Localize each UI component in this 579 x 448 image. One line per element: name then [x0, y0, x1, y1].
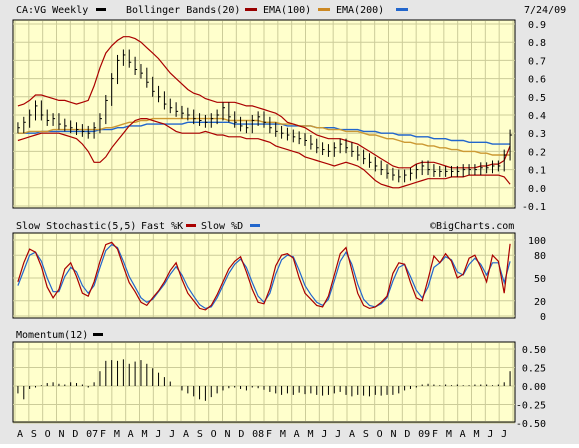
momentum-y-axis: 0.50 0.25 0.00 -0.25 -0.50: [516, 345, 546, 430]
stochastic-title: Slow Stochastic(5,5): [16, 221, 136, 232]
y-tick-label: 0.00: [522, 382, 546, 393]
x-tick-label: F: [432, 429, 438, 440]
x-tick-label: 07: [86, 429, 98, 440]
x-tick-label: A: [17, 429, 23, 440]
x-tick-label: J: [169, 429, 175, 440]
x-tick-label: D: [72, 429, 78, 440]
momentum-title: Momentum(12): [16, 330, 88, 341]
x-tick-label: D: [238, 429, 244, 440]
y-tick-label: -0.1: [522, 202, 546, 213]
y-tick-label: 80: [534, 251, 546, 262]
x-tick-label: S: [363, 429, 369, 440]
y-tick-label: -0.50: [516, 419, 546, 430]
x-tick-label: J: [335, 429, 341, 440]
y-tick-label: 0.25: [522, 364, 546, 375]
y-tick-label: 0.9: [528, 20, 546, 31]
x-tick-label: N: [391, 429, 397, 440]
x-tick-label: A: [183, 429, 189, 440]
legend-swatch-slow-d: [250, 224, 260, 227]
chart-date: 7/24/09: [524, 5, 566, 16]
x-tick-label: M: [446, 429, 452, 440]
x-tick-label: M: [114, 429, 120, 440]
symbol-label: CA:VG Weekly: [16, 5, 88, 16]
x-tick-label: A: [460, 429, 466, 440]
y-tick-label: 0.6: [528, 75, 546, 86]
x-tick-label: M: [280, 429, 286, 440]
legend-ema200-label: EMA(200): [336, 5, 384, 16]
x-tick-label: J: [487, 429, 493, 440]
stochastic-series: [17, 241, 511, 311]
y-tick-label: 0: [540, 312, 546, 323]
y-tick-label: 0.5: [528, 93, 546, 104]
y-tick-label: 0.50: [522, 345, 546, 356]
x-tick-label: J: [501, 429, 507, 440]
y-tick-label: 0.7: [528, 56, 546, 67]
legend-swatch-ema200: [396, 8, 408, 11]
x-tick-label: O: [45, 429, 51, 440]
x-tick-label: S: [31, 429, 37, 440]
y-tick-label: 0.4: [528, 111, 546, 122]
x-tick-label: A: [349, 429, 355, 440]
x-tick-label: O: [211, 429, 217, 440]
y-tick-label: 0.8: [528, 38, 546, 49]
momentum-series: [17, 359, 511, 401]
y-tick-label: 0.0: [528, 184, 546, 195]
price-grid: [13, 21, 515, 207]
y-tick-label: 20: [534, 297, 546, 308]
y-tick-label: 50: [534, 274, 546, 285]
legend-swatch-price: [96, 8, 106, 11]
x-tick-label: A: [128, 429, 134, 440]
stochastic-slow-label: Slow %D: [201, 221, 243, 232]
y-tick-label: 0.2: [528, 147, 546, 158]
x-tick-label: O: [377, 429, 383, 440]
legend-swatch-bollinger: [245, 8, 257, 11]
price-y-axis: -0.1 0.0 0.1 0.2 0.3 0.4 0.5 0.6 0.7 0.8 0.9: [522, 20, 546, 213]
x-tick-label: 08: [252, 429, 264, 440]
legend-ema100-label: EMA(100): [263, 5, 311, 16]
x-tick-label: S: [197, 429, 203, 440]
momentum-grid: [13, 343, 515, 424]
legend-swatch-ema100: [318, 8, 330, 11]
y-tick-label: 0.1: [528, 166, 546, 177]
legend-bollinger-label: Bollinger Bands(20): [126, 5, 240, 16]
stochastic-fast-label: Fast %K: [141, 221, 183, 232]
x-tick-label: M: [308, 429, 314, 440]
bollinger-lower-line: [17, 117, 511, 189]
price-series: [17, 36, 513, 189]
legend-swatch-fast-k: [186, 224, 196, 227]
x-tick-label: A: [294, 429, 300, 440]
fast-k-line: [17, 241, 511, 311]
x-tick-label: J: [321, 429, 327, 440]
y-tick-label: 100: [528, 236, 546, 247]
x-tick-label: M: [142, 429, 148, 440]
x-tick-label: 09: [418, 429, 430, 440]
x-tick-label: N: [225, 429, 231, 440]
x-tick-label: F: [100, 429, 106, 440]
x-tick-label: D: [404, 429, 410, 440]
y-tick-label: -0.25: [516, 401, 546, 412]
watermark: ©BigCharts.com: [430, 221, 514, 232]
x-tick-label: J: [155, 429, 161, 440]
x-axis-labels: A S O N D 07 F M A M J J A S O N D 08 F M A M J J A S O N D 09 F M A M J J: [17, 429, 507, 440]
stochastic-y-axis: 0 20 50 80 100: [528, 236, 546, 323]
y-tick-label: 0.3: [528, 129, 546, 140]
x-tick-label: F: [266, 429, 272, 440]
x-tick-label: N: [59, 429, 65, 440]
x-tick-label: M: [474, 429, 480, 440]
legend-swatch-momentum: [93, 333, 103, 336]
